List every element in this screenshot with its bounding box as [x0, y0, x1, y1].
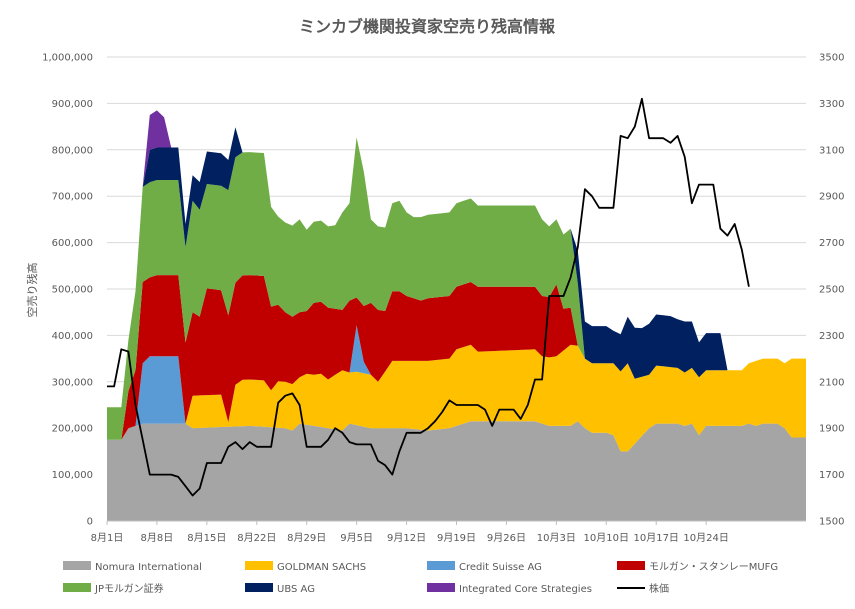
y-left-tick-label: 300,000	[52, 377, 93, 388]
legend-label: Credit Suisse AG	[459, 562, 542, 573]
legend-swatch	[245, 561, 273, 570]
x-tick-label: 8月29日	[287, 532, 326, 544]
y-left-tick-label: 1,000,000	[42, 53, 93, 64]
x-tick-label: 10月10日	[584, 532, 629, 544]
legend-label: UBS AG	[277, 584, 315, 595]
x-tick-label: 10月24日	[683, 532, 728, 544]
legend-swatch	[63, 583, 91, 592]
legend-swatch	[427, 561, 455, 570]
legend-swatch	[617, 561, 645, 570]
area-0	[107, 421, 806, 521]
legend-label: GOLDMAN SACHS	[277, 562, 366, 573]
area-5	[107, 127, 806, 408]
y-right-tick-label: 1700	[819, 470, 844, 481]
x-tick-label: 10月3日	[537, 532, 576, 544]
y-left-tick-label: 700,000	[52, 192, 93, 203]
y-left-tick-label: 600,000	[52, 238, 93, 249]
price-line-path	[107, 97, 750, 497]
x-tick-label: 9月12日	[387, 532, 426, 544]
y-left-tick-label: 500,000	[52, 285, 93, 296]
y-right-tick-label: 3300	[819, 99, 844, 110]
y-right-tick-label: 2700	[819, 238, 844, 249]
x-tick-label: 9月26日	[487, 532, 526, 544]
legend-label: 株価	[649, 582, 669, 595]
x-tick-label: 10月17日	[633, 532, 678, 544]
legend-swatch	[245, 583, 273, 592]
y-right-tick-label: 1900	[819, 424, 844, 435]
area-3	[107, 275, 806, 440]
legend-label: JPモルガン証券	[94, 582, 164, 595]
y-right-tick-label: 3500	[819, 53, 844, 64]
legend: Nomura International GOLDMAN SACHS Credit …	[63, 561, 778, 595]
y-right-tick-label: 2900	[819, 192, 844, 203]
y-right-tick-label: 1500	[819, 517, 844, 528]
y-left-tick-label: 900,000	[52, 99, 93, 110]
y-right-tick-label: 3100	[819, 145, 844, 156]
legend-swatch	[63, 561, 91, 570]
legend-label: Integrated Core Strategies	[459, 584, 592, 595]
legend-label: モルガン・スタンレーMUFG	[649, 561, 778, 573]
x-tick-label: 8月15日	[187, 532, 226, 544]
y-right-tick-label: 2300	[819, 331, 844, 342]
y-axis-label: 空売り残高	[25, 263, 39, 318]
y-left-tick-label: 100,000	[52, 470, 93, 481]
x-tick-label: 9月5日	[340, 532, 373, 544]
y-left-tick-label: 200,000	[52, 424, 93, 435]
area-1	[107, 344, 806, 452]
y-left-tick-label: 0	[87, 517, 93, 528]
price-line	[107, 97, 750, 497]
area-series	[107, 110, 806, 521]
y-left-tick-label: 400,000	[52, 331, 93, 342]
chart-title: ミンカブ機関投資家空売り残高情報	[299, 17, 556, 36]
x-tick-label: 8月22日	[237, 532, 276, 544]
x-tick-label: 8月1日	[91, 532, 124, 544]
y-right-tick-label: 2500	[819, 285, 844, 296]
x-tick-label: 8月8日	[141, 532, 174, 544]
y-right-tick-label: 2100	[819, 377, 844, 388]
y-left-tick-label: 800,000	[52, 145, 93, 156]
legend-label: Nomura International	[95, 562, 202, 573]
axes: 0 100,000 200,000 300,000 400,000 500,000 600,…	[42, 53, 844, 545]
x-tick-label: 9月19日	[437, 532, 476, 544]
legend-swatch	[427, 583, 455, 592]
